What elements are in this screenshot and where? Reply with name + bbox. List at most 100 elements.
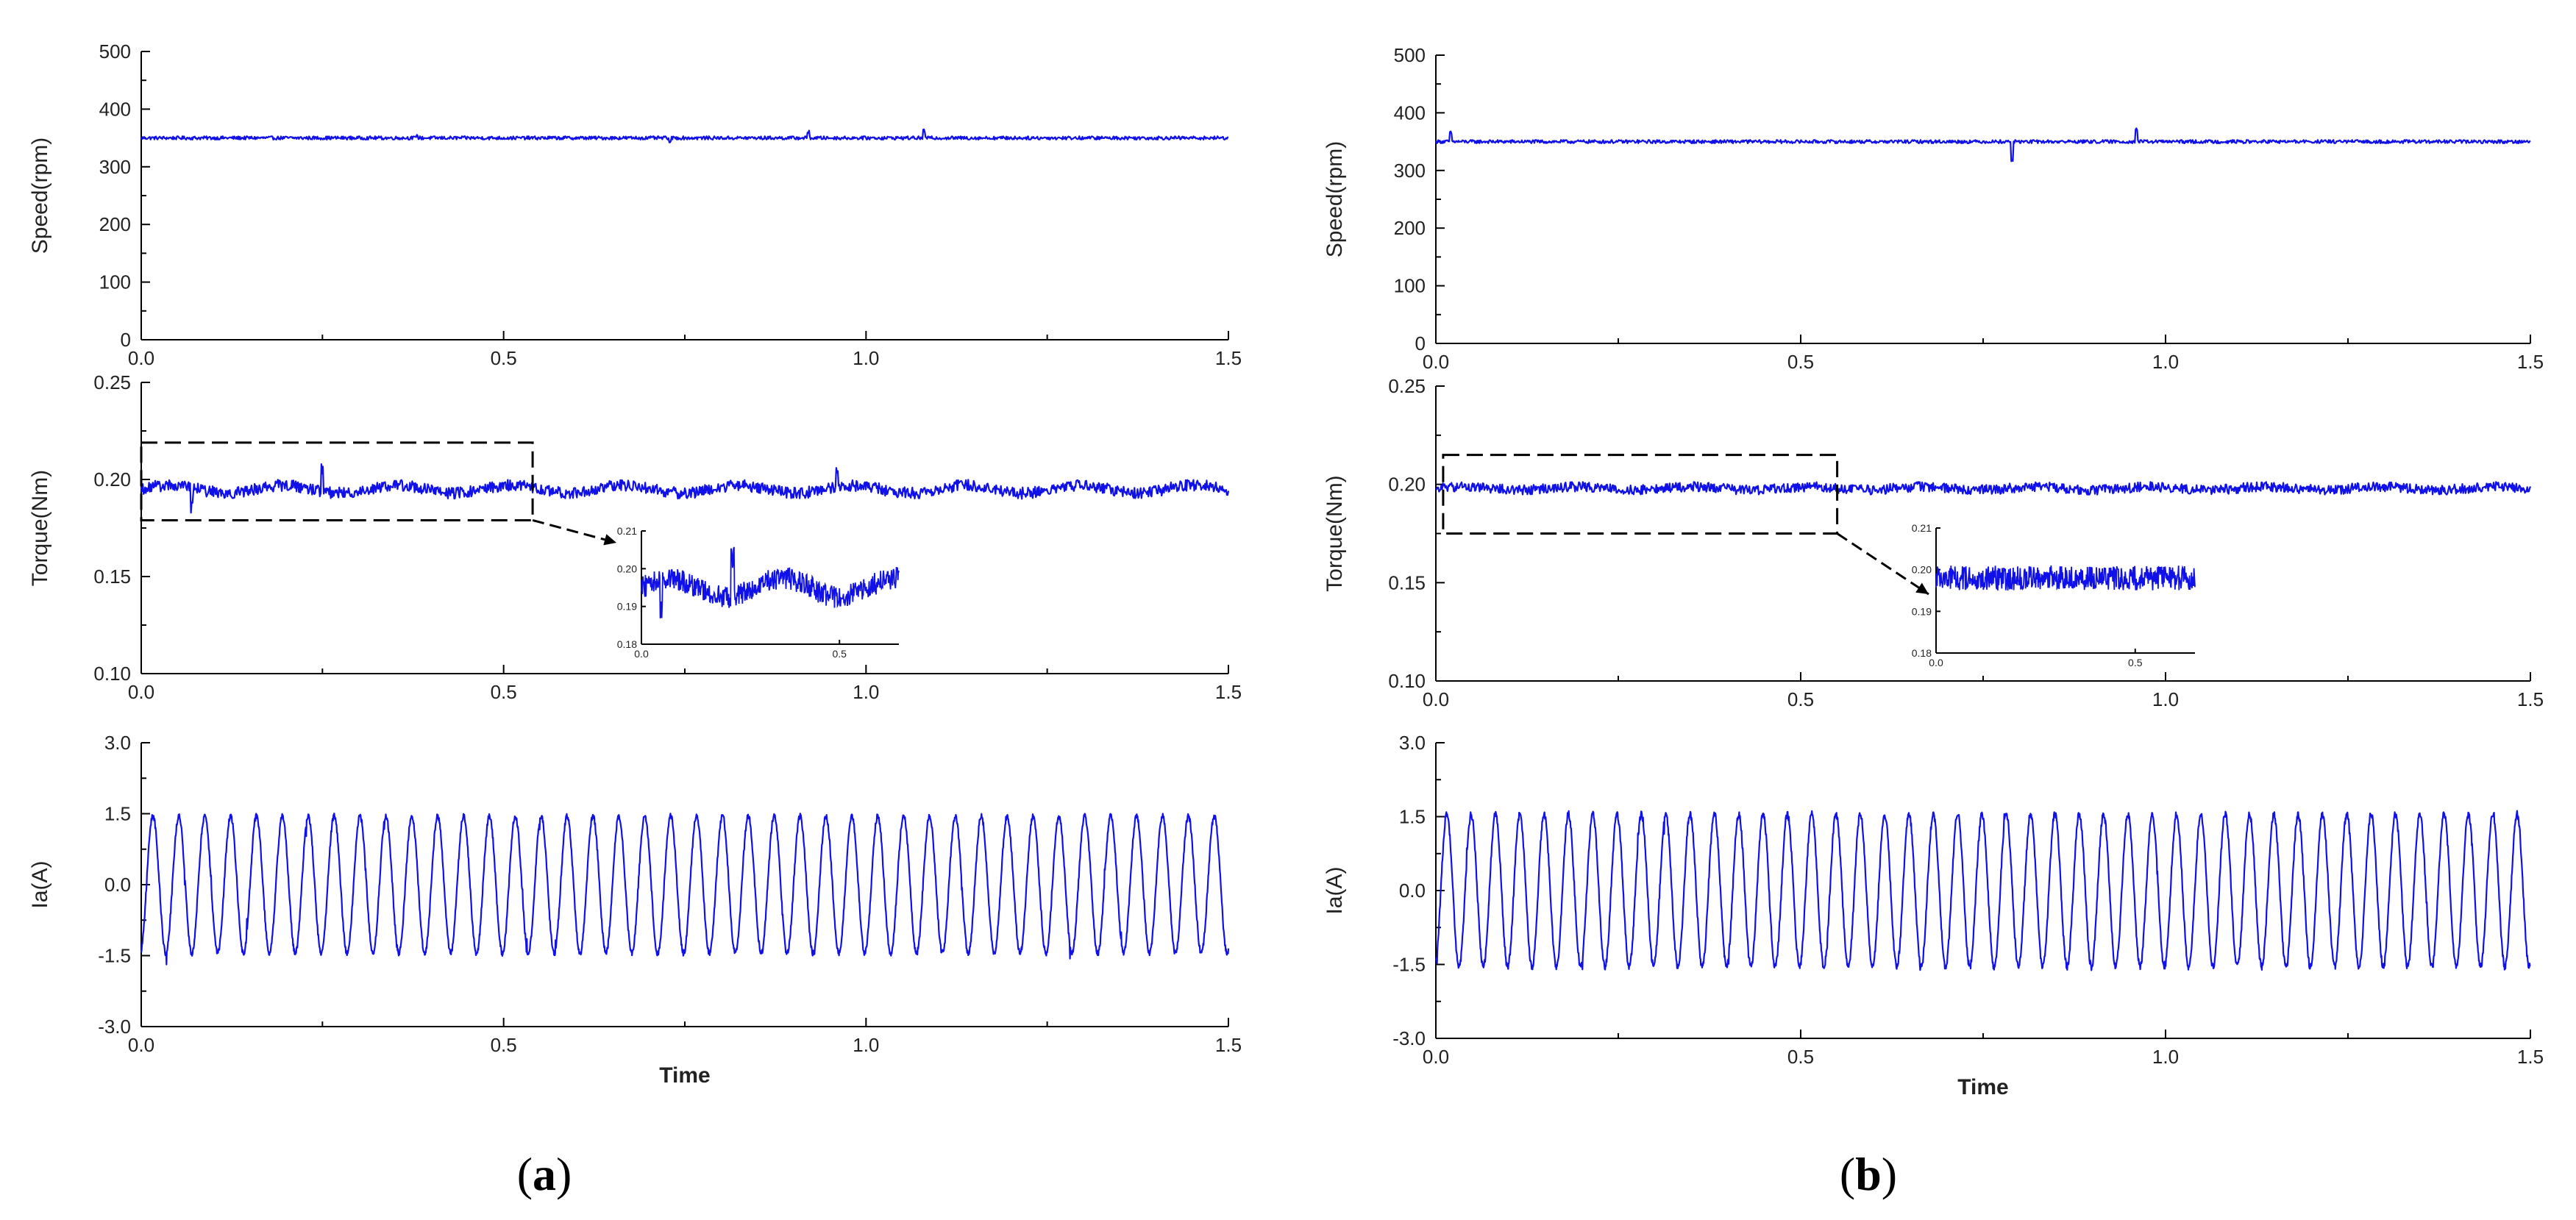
y-tick-label: 200 xyxy=(99,213,131,235)
x-tick-label: 1.5 xyxy=(1215,681,1242,703)
y-tick-label: 0.10 xyxy=(93,663,131,685)
x-tick-label: 0.0 xyxy=(128,1034,154,1056)
series-ia xyxy=(1434,810,2531,971)
inset-y-tick-label: 0.18 xyxy=(617,638,637,650)
x-tick-label: 0.5 xyxy=(491,1034,517,1056)
y-tick-label: 0.15 xyxy=(1388,571,1426,593)
series-ia xyxy=(140,813,1230,966)
panel-label-a: (a) xyxy=(517,1148,572,1200)
series-torque xyxy=(140,463,1230,514)
plot-torque: 0.0 0.5 1.0 1.5 0.10 0.15 0.20 0.25 Torque(Nm) 0.… xyxy=(28,371,1242,703)
x-tick-label: 1.0 xyxy=(853,347,879,369)
inset-y-tick-label: 0.19 xyxy=(1912,605,1932,617)
x-tick-label: 0.0 xyxy=(128,681,154,703)
panel-a: 0.0 0.5 1.0 1.50100200300400500Speed(rpm)0.… xyxy=(28,40,1242,1088)
x-tick-label: 0.0 xyxy=(1423,1046,1449,1068)
x-tick-label: 0.5 xyxy=(491,347,517,369)
zoom-arrow-head xyxy=(1915,582,1929,594)
y-tick-label: 100 xyxy=(1394,275,1426,297)
y-tick-label: 0.25 xyxy=(93,371,131,393)
x-tick-label: 0.0 xyxy=(128,347,154,369)
y-tick-label: 0 xyxy=(1415,332,1426,354)
x-axis-label: Time xyxy=(1957,1075,2008,1099)
zoom-arrow-head xyxy=(603,534,616,546)
y-tick-label: 0.10 xyxy=(1388,670,1426,692)
y-tick-label: -3.0 xyxy=(1392,1027,1426,1049)
series-speed xyxy=(1434,127,2531,163)
x-tick-label: 0.0 xyxy=(1423,351,1449,373)
y-tick-label: 300 xyxy=(99,156,131,178)
x-axis-label: Time xyxy=(659,1063,710,1088)
y-tick-label: 0.20 xyxy=(1388,474,1426,496)
panel-label-b: (b) xyxy=(1840,1148,1897,1200)
zoom-region-box xyxy=(140,441,534,521)
inset-x-tick-label: 0.0 xyxy=(634,648,649,660)
x-tick-label: 1.0 xyxy=(2152,351,2179,373)
y-tick-label: 400 xyxy=(1394,101,1426,124)
inset-plot: 0.18 0.19 0.20 0.21 0.0 0.5 xyxy=(1912,522,2196,668)
y-axis-label: Ia(A) xyxy=(28,860,52,908)
y-axis-label: Torque(Nm) xyxy=(1323,475,1347,591)
y-tick-label: 100 xyxy=(99,271,131,293)
y-tick-label: 200 xyxy=(1394,217,1426,239)
inset-y-tick-label: 0.20 xyxy=(617,563,637,574)
inset-x-tick-label: 0.5 xyxy=(2128,657,2143,668)
plot-speed: 0.0 0.5 1.0 1.5 0 100 200 300 400 500 Speed(rpm) xyxy=(28,40,1242,369)
y-axis-label: Ia(A) xyxy=(1323,866,1347,914)
x-tick-label: 0.5 xyxy=(491,681,517,703)
x-tick-label: 1.0 xyxy=(853,681,879,703)
panel-b: 0.0 0.5 1.0 1.50100200300400500Speed(rpm)0.… xyxy=(1323,44,2544,1099)
y-axis-label: Torque(Nm) xyxy=(28,470,52,586)
series-torque xyxy=(1435,481,2532,496)
inset-y-tick-label: 0.21 xyxy=(1912,522,1932,534)
inset-y-tick-label: 0.19 xyxy=(617,601,637,613)
inset-series xyxy=(1935,565,2196,591)
x-tick-label: 0.0 xyxy=(1423,688,1449,710)
x-tick-label: 1.0 xyxy=(2152,1046,2179,1068)
y-tick-label: 0.20 xyxy=(93,468,131,491)
inset-y-tick-label: 0.20 xyxy=(1912,564,1932,576)
y-tick-label: 0.0 xyxy=(104,874,131,896)
x-tick-label: 1.5 xyxy=(1215,1034,1242,1056)
y-tick-label: 0 xyxy=(121,329,131,351)
x-tick-label: 0.5 xyxy=(1787,688,1814,710)
x-tick-label: 1.5 xyxy=(2517,1046,2544,1068)
x-tick-label: 1.5 xyxy=(2517,688,2544,710)
series-speed xyxy=(140,128,1229,143)
y-tick-label: 300 xyxy=(1394,160,1426,182)
y-tick-label: 400 xyxy=(99,98,131,120)
y-tick-label: 3.0 xyxy=(1399,732,1426,754)
x-tick-label: 0.5 xyxy=(1787,1046,1814,1068)
inset-series xyxy=(641,546,900,618)
y-tick-label: 0.25 xyxy=(1388,375,1426,397)
y-tick-label: 1.5 xyxy=(104,803,131,825)
plot-current: 0.0 0.5 1.0 1.5 -3.0 -1.5 0.0 1.5 3.0 Ia(A) Time xyxy=(28,732,1242,1088)
plot-torque: 0.0 0.5 1.0 1.5 0.10 0.15 0.20 0.25 Torque(Nm) 0.… xyxy=(1323,375,2544,710)
x-tick-label: 0.5 xyxy=(1787,351,1814,373)
y-tick-label: 500 xyxy=(1394,44,1426,66)
y-tick-label: -3.0 xyxy=(98,1016,131,1038)
inset-plot: 0.18 0.19 0.20 0.21 0.0 0.5 xyxy=(617,525,900,660)
zoom-arrow-line xyxy=(532,518,617,544)
y-tick-label: 0.0 xyxy=(1399,880,1426,902)
y-tick-label: 1.5 xyxy=(1399,806,1426,828)
y-axis-label: Speed(rpm) xyxy=(1323,141,1347,257)
x-tick-label: 1.0 xyxy=(853,1034,879,1056)
inset-x-tick-label: 0.5 xyxy=(832,648,847,660)
x-tick-label: 1.5 xyxy=(2517,351,2544,373)
zoom-arrow-line xyxy=(1836,532,1929,596)
plot-current: 0.0 0.5 1.0 1.5 -3.0 -1.5 0.0 1.5 3.0 Ia(A) Time xyxy=(1323,732,2544,1099)
y-tick-label: 3.0 xyxy=(104,732,131,754)
inset-y-tick-label: 0.21 xyxy=(617,525,637,537)
y-tick-label: 500 xyxy=(99,40,131,63)
zoom-region-box xyxy=(1442,454,1839,535)
x-tick-label: 1.5 xyxy=(1215,347,1242,369)
y-tick-label: 0.15 xyxy=(93,566,131,588)
y-axis-label: Speed(rpm) xyxy=(28,138,52,254)
y-tick-label: -1.5 xyxy=(98,945,131,967)
x-tick-label: 1.0 xyxy=(2152,688,2179,710)
y-tick-label: -1.5 xyxy=(1392,954,1426,976)
plot-speed: 0.0 0.5 1.0 1.5 0 100 200 300 400 500 Speed(rpm) xyxy=(1323,44,2544,373)
inset-y-tick-label: 0.18 xyxy=(1912,647,1932,659)
